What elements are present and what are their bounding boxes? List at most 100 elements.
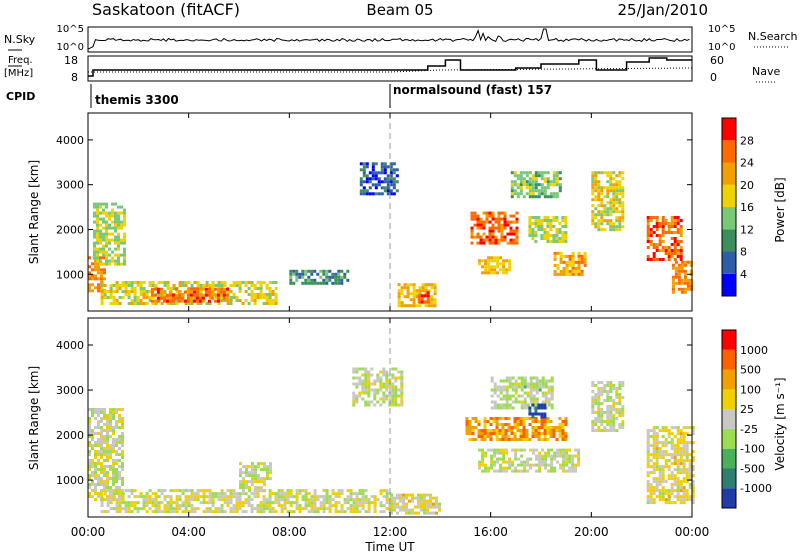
velocity-cell-10-1882 xyxy=(661,492,665,496)
velocity-cell-5-1201 xyxy=(522,432,526,435)
velocity-cell-9-1727 xyxy=(609,429,613,432)
power-cell-13-1340 xyxy=(606,174,610,178)
velocity-cell-9-1693 xyxy=(603,390,607,393)
velocity-cell-1-468 xyxy=(214,492,218,496)
power-cell-8-888 xyxy=(485,214,489,218)
velocity-cell-10-1905 xyxy=(667,459,671,463)
power-cell-12-1233 xyxy=(565,263,569,267)
velocity-cell-9-1701 xyxy=(606,390,610,393)
velocity-cell-7-1477 xyxy=(496,403,500,407)
power-cell-1-175 xyxy=(117,247,120,251)
power-cell-2-269 xyxy=(136,284,140,287)
power-cell-7-850 xyxy=(426,297,430,301)
power-cell-6-773 xyxy=(400,289,404,293)
velocity-cell-0-255 xyxy=(121,468,124,471)
power-cell-14-1530 xyxy=(676,249,680,252)
velocity-cell-3-943 xyxy=(382,400,386,404)
velocity-cell-9-1730 xyxy=(612,399,616,402)
velocity-cell-1-750 xyxy=(367,504,371,508)
power-cell-10-1069 xyxy=(534,171,538,175)
velocity-cell-8-1631 xyxy=(537,406,541,410)
velocity-cell-1-666 xyxy=(322,501,326,505)
velocity-cell-6-1286 xyxy=(481,451,485,455)
velocity-cell-10-1825 xyxy=(652,489,656,493)
power-cell-2-231 xyxy=(115,284,119,287)
power-cell-12-1248 xyxy=(571,266,575,270)
power-cell-8-860 xyxy=(473,211,477,215)
power-cell-3-519 xyxy=(156,290,160,294)
power-cell-8-906 xyxy=(491,226,495,230)
velocity-cell-6-1400 xyxy=(547,463,551,467)
power-cell-1-79 xyxy=(99,202,102,206)
power-cell-11-1184 xyxy=(555,219,559,222)
power-colorbar-swatch-4 xyxy=(722,184,736,208)
power-cell-11-1201 xyxy=(561,240,565,243)
velocity-cell-5-1262 xyxy=(558,417,562,420)
velocity-cell-2-852 xyxy=(269,465,272,469)
x-tick-label-5: 20:00 xyxy=(574,525,609,539)
power-cell-2-499 xyxy=(268,302,272,305)
velocity-cell-0-67 xyxy=(97,432,100,435)
velocity-cell-9-1676 xyxy=(597,420,601,423)
power-cell-8-885 xyxy=(482,238,486,242)
power-cell-14-1469 xyxy=(658,234,662,237)
velocity-cell-0-112 xyxy=(103,423,106,426)
velocity-cell-0-71 xyxy=(97,450,100,453)
velocity-cell-1-612 xyxy=(292,510,296,514)
velocity-cell-1-431 xyxy=(193,492,197,496)
velocity-cell-6-1353 xyxy=(520,448,524,452)
power-cell-2-286 xyxy=(145,290,149,293)
velocity-cell-6-1413 xyxy=(553,469,557,473)
power-cell-3-530 xyxy=(165,299,169,303)
velocity-cell-1-495 xyxy=(229,492,233,496)
power-cell-5-720 xyxy=(380,162,384,166)
velocity-cell-1-475 xyxy=(217,507,221,511)
velocity-cell-6-1342 xyxy=(511,469,515,473)
power-cell-2-461 xyxy=(250,281,254,284)
power-cell-13-1418 xyxy=(621,189,625,193)
velocity-cell-7-1583 xyxy=(538,382,542,386)
velocity-cell-10-1829 xyxy=(655,426,659,430)
velocity-cell-1-463 xyxy=(211,495,215,499)
power-cell-11-1128 xyxy=(528,222,532,225)
power-cell-1-99 xyxy=(102,232,105,236)
power-cell-2-228 xyxy=(112,299,116,302)
power-cell-6-810 xyxy=(421,283,425,287)
power-cell-3-597 xyxy=(222,293,226,297)
power-cell-11-1206 xyxy=(564,231,568,234)
x-tick-label-0: 00:00 xyxy=(71,525,106,539)
power-cell-2-241 xyxy=(121,284,125,287)
velocity-cell-9-1654 xyxy=(594,384,598,387)
velocity-cell-3-995 xyxy=(400,394,404,398)
velocity-cell-0-94 xyxy=(100,450,103,453)
velocity-cell-0-143 xyxy=(106,453,109,456)
velocity-cell-4-1070 xyxy=(429,493,432,497)
velocity-cell-3-921 xyxy=(376,373,380,377)
velocity-cell-3-936 xyxy=(382,370,386,374)
velocity-cell-10-2044 xyxy=(688,498,692,502)
velocity-cell-1-312 xyxy=(127,495,131,499)
velocity-cell-9-1688 xyxy=(600,420,604,423)
power-cell-5-727 xyxy=(383,162,387,166)
power-cell-6-794 xyxy=(412,292,416,296)
power-cell-3-570 xyxy=(201,287,205,291)
power-cell-6-791 xyxy=(412,283,416,287)
power-cell-1-108 xyxy=(105,205,108,209)
velocity-cell-0-229 xyxy=(118,453,121,456)
velocity-cell-3-953 xyxy=(388,373,392,377)
power-cell-5-724 xyxy=(380,180,384,184)
velocity-cell-5-1150 xyxy=(498,429,502,432)
power-cell-13-1302 xyxy=(597,171,601,175)
velocity-cell-1-593 xyxy=(283,495,287,499)
velocity-cell-10-1960 xyxy=(676,465,680,469)
velocity-cell-6-1379 xyxy=(538,451,542,455)
power-cell-2-321 xyxy=(166,284,170,287)
power-cell-11-1165 xyxy=(546,222,550,225)
velocity-cell-1-358 xyxy=(154,501,158,505)
velocity-cell-5-1199 xyxy=(522,426,526,429)
power-cell-4-652 xyxy=(331,272,335,276)
freq-right-tick-top: 60 xyxy=(710,54,724,67)
velocity-cell-0-70 xyxy=(97,444,100,447)
velocity-cell-0-93 xyxy=(100,447,103,450)
velocity-cell-3-939 xyxy=(382,385,386,389)
